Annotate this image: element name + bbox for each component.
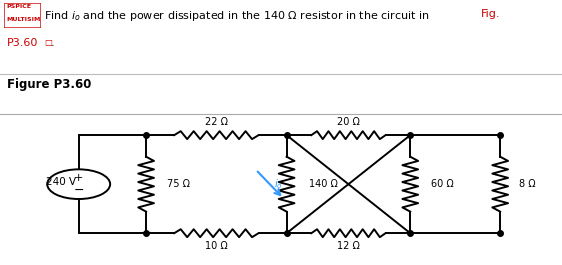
Text: 22 Ω: 22 Ω xyxy=(205,117,228,127)
Text: −: − xyxy=(74,184,84,197)
Text: □: □ xyxy=(44,38,52,47)
Text: .: . xyxy=(51,38,55,48)
Text: Figure P3.60: Figure P3.60 xyxy=(7,78,91,91)
Text: $i_o$: $i_o$ xyxy=(274,177,283,191)
Text: 60 Ω: 60 Ω xyxy=(432,179,454,189)
Text: 20 Ω: 20 Ω xyxy=(337,117,360,127)
Text: 140 Ω: 140 Ω xyxy=(309,179,338,189)
Text: Fig.: Fig. xyxy=(481,9,501,19)
Text: 12 Ω: 12 Ω xyxy=(337,241,360,251)
Text: +: + xyxy=(74,173,83,183)
Text: 75 Ω: 75 Ω xyxy=(167,179,190,189)
Text: Find $i_o$ and the power dissipated in the 140 $\Omega$ resistor in the circuit : Find $i_o$ and the power dissipated in t… xyxy=(44,9,431,23)
Text: P3.60: P3.60 xyxy=(7,38,38,48)
Text: 240 V: 240 V xyxy=(46,176,76,187)
Text: 8 Ω: 8 Ω xyxy=(519,179,536,189)
Text: 10 Ω: 10 Ω xyxy=(205,241,228,251)
Text: PSPICE: PSPICE xyxy=(7,4,31,9)
Text: MULTISIM: MULTISIM xyxy=(7,17,41,22)
